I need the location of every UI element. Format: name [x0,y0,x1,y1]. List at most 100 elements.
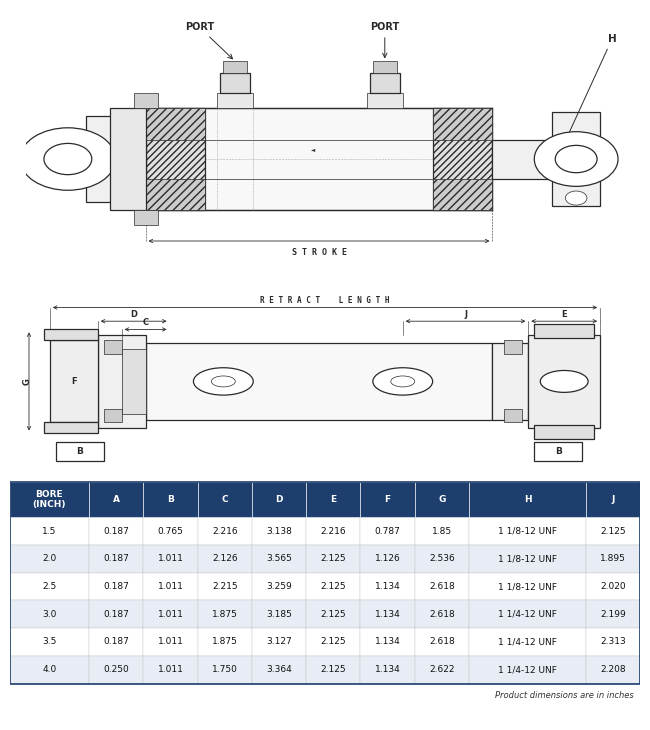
Bar [552,112,600,206]
Text: 1.126: 1.126 [375,554,400,564]
Bar [252,656,306,683]
Text: 0.787: 0.787 [374,526,400,536]
Bar [89,482,144,518]
Text: C: C [142,318,149,327]
Bar [44,423,98,434]
Text: 2.125: 2.125 [320,582,346,591]
Bar [10,482,89,518]
Bar [10,545,89,573]
Text: 1.750: 1.750 [212,665,238,675]
Bar [217,93,254,108]
Bar [586,518,640,545]
Circle shape [211,376,235,387]
Bar [144,573,198,600]
Circle shape [44,143,92,174]
Bar [586,600,640,628]
Bar [415,545,469,573]
Text: 2.216: 2.216 [212,526,238,536]
Bar [224,61,247,73]
Text: 1.011: 1.011 [157,582,183,591]
Text: 2.5: 2.5 [42,582,57,591]
Bar [534,442,582,461]
Text: E: E [330,495,337,504]
Text: 4.0: 4.0 [42,665,57,675]
Text: 0.187: 0.187 [103,526,129,536]
Circle shape [373,368,433,395]
Bar [89,545,144,573]
Text: F: F [385,495,391,504]
Text: G: G [23,378,32,385]
Bar [361,600,415,628]
Circle shape [540,371,588,393]
Bar [146,343,493,420]
Bar [252,628,306,656]
Text: 1.5: 1.5 [42,526,57,536]
Text: 0.187: 0.187 [103,610,129,619]
Circle shape [194,368,254,395]
Text: D: D [130,310,137,319]
Bar [493,139,552,179]
Circle shape [555,145,597,173]
Bar [306,518,361,545]
Text: 2.618: 2.618 [429,637,455,647]
Text: 3.127: 3.127 [266,637,292,647]
Bar [134,93,157,108]
Text: A: A [112,495,120,504]
Circle shape [20,128,116,191]
Bar [415,656,469,683]
Text: 3.185: 3.185 [266,610,292,619]
Bar [198,518,252,545]
Text: 2.215: 2.215 [212,582,238,591]
Text: BORE
(INCH): BORE (INCH) [32,491,66,509]
Bar [98,335,146,428]
Text: 1 1/4-12 UNF: 1 1/4-12 UNF [498,610,557,619]
Bar [469,518,586,545]
Text: 2.216: 2.216 [320,526,346,536]
Bar [493,343,528,420]
Bar [361,573,415,600]
Text: 2.125: 2.125 [601,526,626,536]
Text: B: B [555,447,562,456]
Bar [469,573,586,600]
Bar [10,518,89,545]
Bar [198,545,252,573]
Text: H: H [524,495,531,504]
Text: 1 1/8-12 UNF: 1 1/8-12 UNF [498,582,557,591]
Bar [306,573,361,600]
Text: J: J [612,495,615,504]
Text: 1.011: 1.011 [157,610,183,619]
Bar [586,545,640,573]
Bar [415,573,469,600]
Text: 1.011: 1.011 [157,637,183,647]
Bar [415,518,469,545]
Bar [86,116,146,202]
Bar [361,628,415,656]
Bar [144,518,198,545]
Text: PORT: PORT [185,22,233,59]
Bar [10,628,89,656]
Bar [415,628,469,656]
Text: 3.0: 3.0 [42,610,57,619]
Bar [44,329,98,340]
Bar [89,656,144,683]
Circle shape [566,191,587,205]
Bar [586,628,640,656]
Text: 2.126: 2.126 [212,554,238,564]
Bar [198,656,252,683]
Text: 2.0: 2.0 [42,554,57,564]
Text: 2.536: 2.536 [429,554,455,564]
Text: 1 1/8-12 UNF: 1 1/8-12 UNF [498,526,557,536]
Bar [252,482,306,518]
Text: 2.618: 2.618 [429,582,455,591]
Bar [252,600,306,628]
Bar [469,600,586,628]
Text: 3.259: 3.259 [266,582,292,591]
Bar [361,482,415,518]
Text: 3.138: 3.138 [266,526,292,536]
Bar [144,545,198,573]
Text: F: F [71,377,77,386]
Bar [10,573,89,600]
Text: 1.85: 1.85 [432,526,452,536]
Bar [198,573,252,600]
Bar [361,518,415,545]
